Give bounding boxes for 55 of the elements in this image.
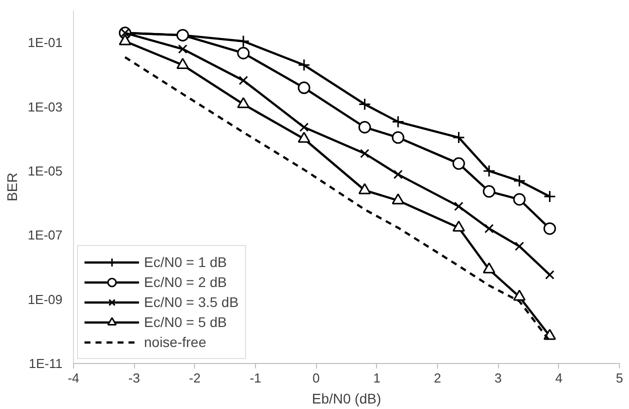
y-tick-label: 1E-09 [28, 292, 63, 307]
point [514, 242, 524, 251]
point [452, 220, 465, 232]
x-tick-label: -2 [189, 370, 201, 386]
point [178, 44, 188, 54]
y-tick-label: 1E-11 [28, 356, 63, 371]
point [543, 190, 556, 203]
legend-label: Ec/N0 = 2 dB [144, 274, 227, 290]
x-tick-label: 0 [312, 370, 320, 386]
point [482, 185, 496, 198]
x-tick-label: 3 [494, 370, 502, 386]
legend-label: Ec/N0 = 3.5 dB [144, 294, 239, 310]
point [482, 164, 496, 178]
point [452, 131, 465, 144]
point [392, 116, 404, 128]
y-tick-label: 1E-05 [28, 163, 63, 178]
point [299, 122, 309, 132]
y-tick-label: 1E-07 [28, 228, 63, 243]
point [360, 148, 370, 158]
point [392, 193, 404, 204]
point [513, 193, 526, 206]
point [237, 46, 250, 60]
point [358, 98, 371, 110]
x-tick-label: 4 [555, 370, 562, 386]
legend-label: noise-free [144, 334, 206, 350]
x-axis-title: Eb/N0 (dB) [312, 390, 382, 406]
x-tick-label: -1 [250, 370, 262, 386]
point [543, 222, 556, 235]
x-tick-label: 5 [616, 370, 624, 386]
x-tick-label: 2 [434, 370, 442, 386]
point [358, 121, 371, 134]
point [237, 97, 250, 108]
point [482, 262, 496, 274]
point [298, 132, 310, 143]
point [545, 270, 554, 280]
legend-label: Ec/N0 = 5 dB [144, 314, 227, 330]
x-tick-label: -3 [128, 370, 140, 386]
point [513, 290, 526, 301]
x-tick-label: -4 [68, 370, 80, 386]
point [298, 82, 310, 94]
y-axis-title: BER [4, 172, 20, 202]
point [298, 58, 310, 72]
point [513, 174, 526, 188]
point [237, 35, 250, 48]
x-tick-label: 1 [373, 370, 380, 386]
point [238, 76, 248, 86]
point [484, 224, 494, 234]
y-tick-label: 1E-01 [28, 35, 63, 50]
point [454, 202, 464, 211]
y-tick-label: 1E-03 [28, 99, 63, 114]
point [393, 170, 403, 180]
point [452, 157, 465, 170]
legend-label: Ec/N0 = 1 dB [144, 254, 227, 270]
point [392, 131, 404, 144]
point [358, 183, 371, 194]
